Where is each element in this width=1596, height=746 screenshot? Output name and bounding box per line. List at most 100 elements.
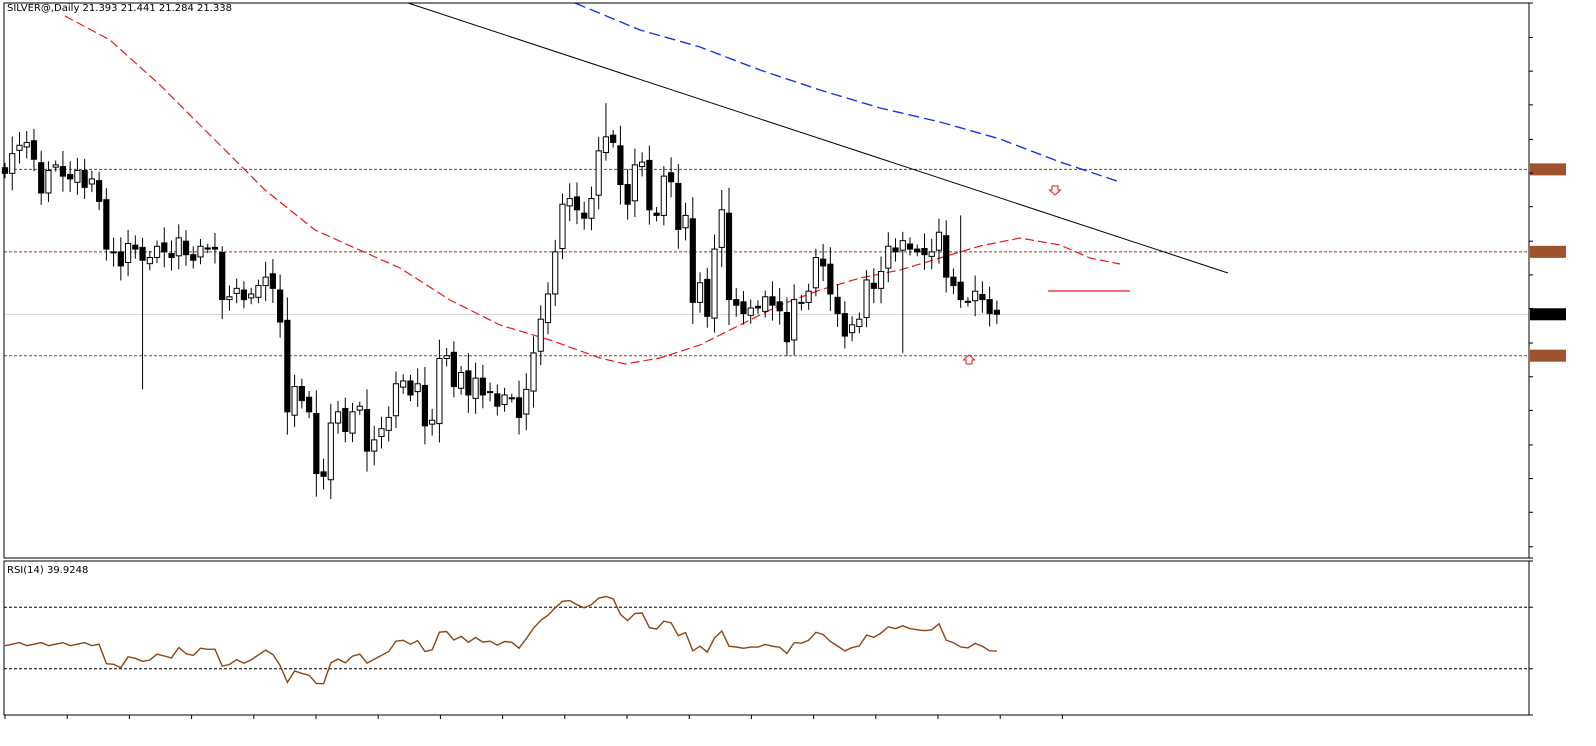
candle-body	[979, 294, 986, 301]
candle-body	[9, 153, 16, 174]
candle-body	[848, 324, 856, 334]
candle-body	[841, 313, 848, 337]
candle-body	[139, 246, 146, 261]
price-level-tag	[1530, 163, 1566, 176]
current-price-tag	[1530, 308, 1566, 321]
candle-body	[204, 247, 211, 250]
candle-body	[631, 164, 638, 202]
axes-layer	[3, 2, 1533, 719]
candle-body	[537, 318, 544, 352]
candle-body	[132, 244, 139, 250]
candle-body	[993, 309, 1000, 315]
price-pane-frame	[3, 2, 1530, 559]
candle-body	[704, 278, 711, 317]
candle-body	[472, 377, 479, 399]
candle-body	[805, 290, 812, 303]
candle-body	[291, 386, 298, 416]
candle-body	[610, 134, 617, 143]
candle-body	[298, 386, 305, 402]
candle-body	[776, 301, 783, 312]
candle-body	[38, 162, 45, 194]
candle-body	[892, 247, 899, 253]
rsi-pane-frame	[3, 560, 1530, 716]
candle-body	[834, 296, 841, 315]
candle-body	[791, 299, 798, 341]
candle-body	[1, 167, 9, 174]
candle-body	[52, 164, 59, 168]
candle-body	[544, 293, 552, 324]
candle-body	[117, 251, 124, 267]
candle-body	[943, 235, 950, 278]
price-level-layer	[4, 163, 1566, 362]
candle-body	[675, 182, 682, 230]
candle-body	[740, 301, 747, 315]
candle-body	[240, 289, 248, 301]
candle-body	[146, 256, 153, 265]
candle-body	[16, 144, 23, 151]
candle-body	[161, 242, 168, 253]
candle-body	[877, 271, 885, 289]
candle-body	[96, 180, 103, 202]
candle-body	[921, 248, 928, 256]
candle-body	[486, 391, 494, 394]
candle-body	[964, 300, 972, 303]
candle-body	[769, 296, 776, 306]
candle-body	[820, 258, 827, 267]
candle-body	[88, 178, 95, 185]
candle-body	[972, 290, 979, 302]
candle-body	[762, 296, 769, 312]
candle-body	[334, 411, 342, 424]
candle-body	[414, 383, 421, 393]
candle-body	[385, 416, 392, 431]
candle-body	[581, 212, 588, 219]
candle-body	[479, 377, 486, 396]
candle-body	[313, 412, 320, 475]
candle-body	[81, 170, 88, 188]
candle-body	[219, 251, 226, 301]
candle-body	[552, 251, 559, 295]
candle-body	[197, 245, 204, 258]
candle-body	[67, 173, 74, 180]
candle-body	[906, 243, 914, 250]
candle-body	[255, 285, 262, 298]
candle-body	[957, 281, 964, 301]
candle-body	[559, 203, 566, 250]
candle-body	[588, 198, 595, 219]
candle-body	[74, 170, 81, 183]
ma-short-line	[64, 15, 1121, 365]
candle-body	[23, 141, 30, 148]
candle-body	[523, 388, 530, 415]
candle-body	[602, 136, 610, 154]
candle-body	[320, 471, 327, 477]
candle-body	[59, 166, 67, 177]
candle-body	[407, 380, 414, 396]
candle-body	[711, 248, 718, 319]
candle-body	[928, 251, 935, 257]
candle-body	[436, 358, 443, 425]
candle-body	[885, 245, 892, 269]
candle-body	[226, 296, 233, 301]
candle-body	[124, 242, 132, 264]
candle-body	[305, 396, 313, 413]
candle-body	[175, 237, 182, 257]
candle-body	[950, 276, 957, 287]
candle-body	[400, 380, 407, 388]
candle-body	[914, 248, 921, 253]
up-arrow-icon	[962, 354, 976, 365]
candle-body	[986, 299, 993, 315]
candle-body	[153, 245, 161, 258]
candle-body	[566, 198, 573, 207]
candle-body	[725, 212, 733, 301]
candle-body	[530, 352, 537, 392]
candle-body	[508, 397, 515, 400]
candle-body	[349, 411, 356, 434]
candle-body	[624, 184, 631, 205]
candle-body	[899, 240, 906, 251]
candle-body	[863, 279, 870, 319]
candle-body	[798, 301, 805, 304]
candle-body	[870, 282, 877, 289]
rsi-line	[4, 595, 997, 685]
trendline-layer	[407, 2, 1229, 292]
candle-body	[747, 307, 754, 316]
